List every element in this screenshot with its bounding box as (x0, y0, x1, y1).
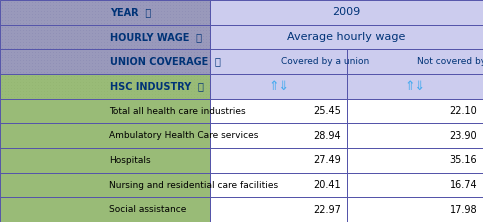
Bar (210, 99, 347, 123)
Bar (347, 74, 483, 99)
Text: ⇑⇓: ⇑⇓ (268, 80, 289, 93)
Bar (0, 123, 210, 148)
Text: 23.90: 23.90 (450, 131, 477, 141)
Text: Social assistance: Social assistance (109, 205, 186, 214)
Bar (0, 148, 210, 173)
Text: Average hourly wage: Average hourly wage (287, 32, 406, 42)
Bar (210, 0, 483, 25)
Bar (0, 99, 210, 123)
Text: 27.49: 27.49 (313, 155, 341, 165)
Bar (210, 197, 347, 222)
Text: 20.41: 20.41 (313, 180, 341, 190)
Text: 35.16: 35.16 (450, 155, 477, 165)
Bar (347, 123, 483, 148)
Text: 22.97: 22.97 (313, 205, 341, 215)
Bar (210, 25, 483, 49)
Bar (0, 197, 210, 222)
Bar (210, 123, 347, 148)
Bar (0, 197, 210, 222)
Bar (210, 74, 347, 99)
Text: 25.45: 25.45 (313, 106, 341, 116)
Text: Covered by a union: Covered by a union (281, 57, 369, 66)
Bar (210, 99, 347, 123)
Text: YEAR  ⓘ: YEAR ⓘ (110, 7, 151, 17)
Bar (347, 197, 483, 222)
Bar (0, 49, 210, 74)
Bar (0, 49, 210, 74)
Bar (210, 173, 347, 197)
Bar (347, 173, 483, 197)
Text: 28.94: 28.94 (313, 131, 341, 141)
Bar (347, 123, 483, 148)
Bar (347, 197, 483, 222)
Text: UNION COVERAGE  ⓘ: UNION COVERAGE ⓘ (110, 57, 221, 67)
Bar (210, 25, 483, 49)
Bar (210, 148, 347, 173)
Bar (347, 49, 483, 74)
Text: Hospitals: Hospitals (109, 156, 151, 165)
Bar (0, 148, 210, 173)
Text: HSC INDUSTRY  ⓘ: HSC INDUSTRY ⓘ (110, 81, 204, 91)
Bar (210, 49, 347, 74)
Bar (210, 74, 347, 99)
Bar (0, 173, 210, 197)
Bar (347, 148, 483, 173)
Bar (210, 148, 347, 173)
Bar (210, 197, 347, 222)
Bar (0, 0, 210, 25)
Bar (0, 74, 210, 99)
Bar (347, 49, 483, 74)
Text: 17.98: 17.98 (450, 205, 477, 215)
Text: Not covered by a union: Not covered by a union (417, 57, 483, 66)
Text: ⇑⇓: ⇑⇓ (404, 80, 426, 93)
Bar (347, 173, 483, 197)
Bar (0, 99, 210, 123)
Text: Ambulatory Health Care services: Ambulatory Health Care services (109, 131, 258, 140)
Bar (210, 0, 483, 25)
Text: 16.74: 16.74 (450, 180, 477, 190)
Bar (0, 25, 210, 49)
Bar (210, 123, 347, 148)
Bar (347, 99, 483, 123)
Bar (0, 123, 210, 148)
Bar (0, 0, 210, 25)
Bar (347, 148, 483, 173)
Text: Total all health care industries: Total all health care industries (109, 107, 245, 115)
Text: Nursing and residential care facilities: Nursing and residential care facilities (109, 180, 278, 190)
Bar (347, 74, 483, 99)
Bar (0, 74, 210, 99)
Text: 2009: 2009 (332, 7, 361, 17)
Bar (347, 99, 483, 123)
Text: 22.10: 22.10 (450, 106, 477, 116)
Bar (0, 25, 210, 49)
Bar (210, 49, 347, 74)
Bar (210, 173, 347, 197)
Text: HOURLY WAGE  ⓘ: HOURLY WAGE ⓘ (110, 32, 202, 42)
Bar (0, 173, 210, 197)
